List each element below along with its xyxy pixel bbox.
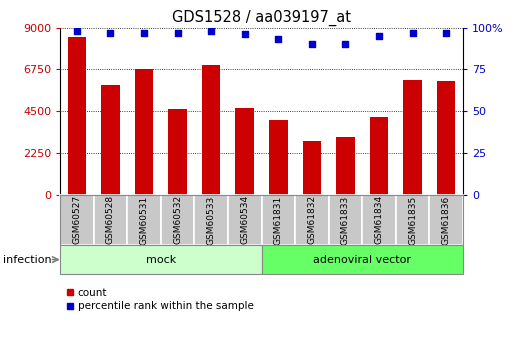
Point — [375, 33, 383, 39]
Bar — [195, 195, 228, 245]
Bar — [67, 37, 86, 195]
Text: GSM61833: GSM61833 — [341, 195, 350, 245]
Point — [73, 28, 81, 34]
Bar — [101, 85, 120, 195]
Bar — [403, 80, 422, 195]
Text: GSM60533: GSM60533 — [207, 195, 215, 245]
Point — [442, 30, 450, 36]
Text: GSM60532: GSM60532 — [173, 195, 182, 245]
Legend: count, percentile rank within the sample: count, percentile rank within the sample — [65, 288, 254, 311]
Bar — [228, 195, 262, 245]
Bar — [262, 245, 463, 274]
Text: infection: infection — [3, 255, 51, 265]
Bar — [336, 137, 355, 195]
Bar — [235, 108, 254, 195]
Text: GSM60528: GSM60528 — [106, 195, 115, 245]
Bar — [135, 69, 153, 195]
Bar — [60, 245, 262, 274]
Bar — [370, 117, 388, 195]
Text: GSM61836: GSM61836 — [441, 195, 451, 245]
Bar — [437, 81, 456, 195]
Text: GSM61832: GSM61832 — [308, 195, 316, 245]
Point — [274, 37, 282, 42]
Bar — [396, 195, 429, 245]
Bar — [328, 195, 362, 245]
Point — [308, 41, 316, 47]
Point — [207, 28, 215, 34]
Text: GSM61835: GSM61835 — [408, 195, 417, 245]
Text: GSM61831: GSM61831 — [274, 195, 283, 245]
Bar — [202, 65, 220, 195]
Text: GSM60527: GSM60527 — [72, 195, 82, 245]
Text: mock: mock — [146, 255, 176, 265]
Title: GDS1528 / aa039197_at: GDS1528 / aa039197_at — [172, 10, 351, 26]
Point — [241, 31, 249, 37]
Bar — [269, 120, 288, 195]
Bar — [127, 195, 161, 245]
Bar — [303, 141, 321, 195]
Bar — [94, 195, 127, 245]
Bar — [362, 195, 396, 245]
Bar — [168, 109, 187, 195]
Text: GSM61834: GSM61834 — [374, 195, 383, 245]
Point — [341, 41, 349, 47]
Text: adenoviral vector: adenoviral vector — [313, 255, 411, 265]
Point — [140, 30, 148, 36]
Point — [408, 30, 417, 36]
Bar — [429, 195, 463, 245]
Point — [106, 30, 115, 36]
Point — [174, 30, 182, 36]
Text: GSM60534: GSM60534 — [240, 195, 249, 245]
Bar — [295, 195, 328, 245]
Bar — [161, 195, 195, 245]
Bar — [60, 195, 94, 245]
Text: GSM60531: GSM60531 — [140, 195, 149, 245]
Bar — [262, 195, 295, 245]
